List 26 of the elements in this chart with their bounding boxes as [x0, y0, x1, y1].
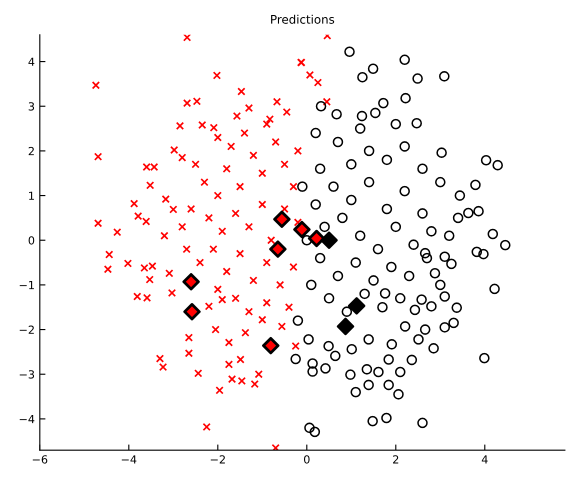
- y-tick-label: 4: [28, 58, 34, 66]
- y-tick-label: 2: [28, 146, 34, 156]
- y-tick-label: 3: [28, 102, 34, 111]
- y-tick-label: −3: [20, 370, 34, 379]
- point: [293, 220, 311, 238]
- y-tick-label: −1: [20, 281, 34, 290]
- y-tick-label: −2: [20, 326, 34, 334]
- point: [262, 336, 280, 354]
- y-tick-label: 0: [28, 236, 34, 245]
- point: [183, 303, 201, 320]
- x-tick-label: 2: [393, 455, 398, 464]
- x-tick-label: −4: [122, 455, 136, 464]
- point: [182, 273, 200, 290]
- point: [320, 232, 338, 249]
- y-tick-label: 1: [29, 192, 34, 200]
- point: [269, 240, 287, 258]
- x-tick-label: 4: [482, 455, 488, 464]
- x-tick-label: −6: [32, 455, 48, 464]
- point: [336, 318, 354, 336]
- chart-title: Predictions: [271, 14, 334, 24]
- x-tick-label: −2: [210, 455, 225, 464]
- y-tick-label: −4: [20, 415, 34, 424]
- point: [273, 210, 291, 228]
- x-tick-label: 0: [304, 455, 310, 464]
- point: [348, 297, 366, 315]
- point: [308, 230, 326, 248]
